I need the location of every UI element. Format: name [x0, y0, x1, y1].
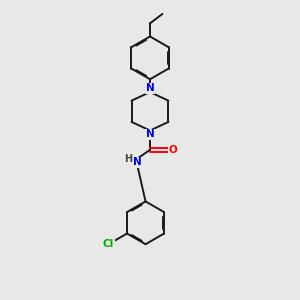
Text: N: N [146, 83, 154, 93]
Text: Cl: Cl [103, 239, 114, 249]
Text: N: N [146, 129, 154, 140]
Text: H: H [124, 154, 133, 164]
Text: N: N [133, 157, 142, 167]
Text: O: O [168, 145, 177, 155]
